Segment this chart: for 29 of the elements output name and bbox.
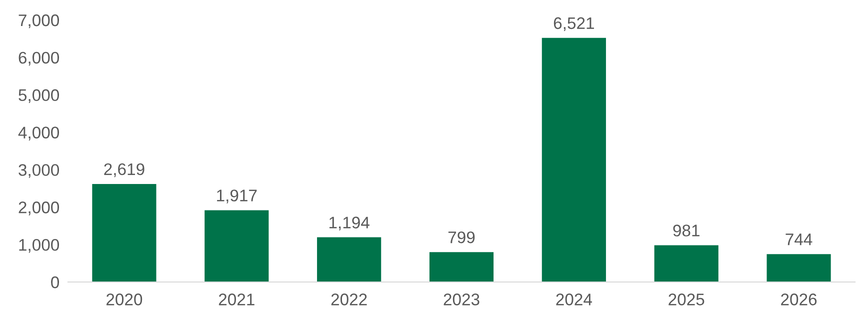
x-tick-label: 2025 (668, 294, 704, 306)
x-tick-label: 2024 (556, 294, 592, 306)
bar (92, 184, 156, 282)
y-tick-label: 5,000 (18, 89, 60, 104)
y-tick-label: 0 (51, 276, 60, 288)
x-tick-label: 2022 (331, 294, 367, 306)
data-label: 744 (786, 234, 812, 246)
bar (766, 254, 831, 282)
x-tick-label: 2020 (106, 294, 142, 306)
y-tick-label: 7,000 (18, 14, 60, 28)
y-tick-label: 4,000 (18, 126, 60, 140)
bar (429, 252, 494, 282)
x-tick-label: 2021 (218, 294, 254, 306)
x-tick-label: 2023 (444, 294, 480, 306)
bar (654, 245, 718, 282)
data-label: 981 (673, 224, 700, 236)
bar (317, 237, 382, 282)
y-tick-label: 6,000 (18, 52, 60, 66)
y-tick-label: 3,000 (18, 164, 60, 178)
bar (204, 210, 269, 282)
data-label: 2,619 (104, 163, 144, 178)
y-tick-label: 2,000 (18, 202, 60, 216)
data-label: 799 (448, 231, 475, 244)
data-label: 1,917 (217, 190, 257, 204)
x-tick-label: 2026 (781, 294, 817, 306)
data-label: 1,194 (329, 216, 370, 230)
data-label: 6,521 (554, 17, 594, 32)
y-tick-label: 1,000 (19, 238, 60, 253)
bar (542, 38, 606, 282)
